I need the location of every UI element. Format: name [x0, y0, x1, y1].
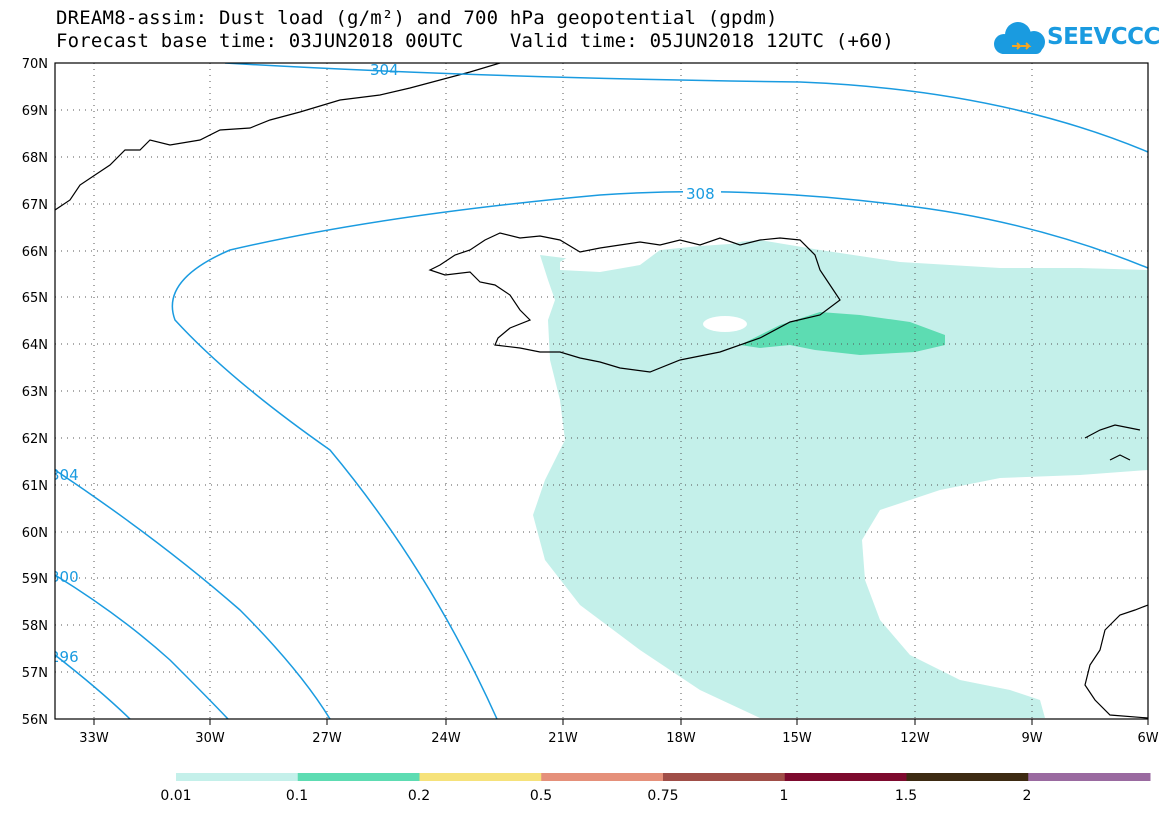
- lat-label: 64N: [22, 338, 48, 353]
- colorbar-label: 0.2: [408, 788, 430, 804]
- contour-label: 304: [50, 466, 79, 484]
- colorbar: [176, 773, 1151, 781]
- lat-label: 62N: [22, 432, 48, 447]
- lon-label: 6W: [1137, 731, 1158, 746]
- colorbar-segment: [176, 773, 299, 781]
- colorbar-label: 1.5: [895, 788, 917, 804]
- lat-label: 65N: [22, 291, 48, 306]
- lat-label: 69N: [22, 104, 48, 119]
- map-subtitle: Forecast base time: 03JUN2018 00UTC Vali…: [56, 30, 895, 52]
- lon-label: 33W: [79, 731, 109, 746]
- colorbar-segment: [419, 773, 542, 781]
- colorbar-segment: [784, 773, 907, 781]
- lon-label: 15W: [782, 731, 812, 746]
- lat-label: 60N: [22, 526, 48, 541]
- contour-label: 300: [50, 568, 79, 586]
- lon-label: 9W: [1021, 731, 1042, 746]
- contour-label: 304: [370, 61, 399, 79]
- map-title: DREAM8-assim: Dust load (g/m²) and 700 h…: [56, 7, 778, 29]
- contour-label: 308: [686, 185, 715, 203]
- colorbar-label: 0.5: [530, 788, 552, 804]
- colorbar-segment: [297, 773, 420, 781]
- colorbar-label: 0.01: [160, 788, 191, 804]
- lon-label: 21W: [548, 731, 578, 746]
- colorbar-segment: [541, 773, 664, 781]
- contour-label: 296: [50, 648, 79, 666]
- coastline: [55, 63, 1148, 719]
- colorbar-segment: [663, 773, 786, 781]
- dust-area-low: [740, 312, 945, 355]
- lon-label: 24W: [431, 731, 461, 746]
- lon-label: 18W: [666, 731, 696, 746]
- lat-label: 68N: [22, 151, 48, 166]
- lat-label: 58N: [22, 619, 48, 634]
- logo-text: SEEVCCC: [1047, 24, 1160, 50]
- colorbar-label: 2: [1023, 788, 1032, 804]
- dust-area-lowest: [533, 240, 1148, 718]
- cloud-icon: [994, 22, 1045, 54]
- colorbar-labels: 0.01 0.1 0.2 0.5 0.75 1 1.5 2: [160, 788, 1031, 804]
- lat-label: 59N: [22, 572, 48, 587]
- colorbar-label: 0.75: [647, 788, 678, 804]
- lat-label: 67N: [22, 198, 48, 213]
- lon-label: 27W: [312, 731, 342, 746]
- lon-label: 30W: [195, 731, 225, 746]
- geopotential-contours: [55, 63, 1148, 719]
- colorbar-label: 1: [780, 788, 789, 804]
- colorbar-segment: [1028, 773, 1151, 781]
- lat-label: 61N: [22, 479, 48, 494]
- lat-label: 70N: [22, 57, 48, 72]
- lat-label: 56N: [22, 713, 48, 728]
- lat-label: 57N: [22, 666, 48, 681]
- lat-label: 66N: [22, 245, 48, 260]
- lat-label: 63N: [22, 385, 48, 400]
- colorbar-segment: [906, 773, 1029, 781]
- graticule: [55, 63, 1148, 719]
- map-frame: [54, 62, 1149, 720]
- colorbar-label: 0.1: [286, 788, 308, 804]
- lon-label: 12W: [900, 731, 930, 746]
